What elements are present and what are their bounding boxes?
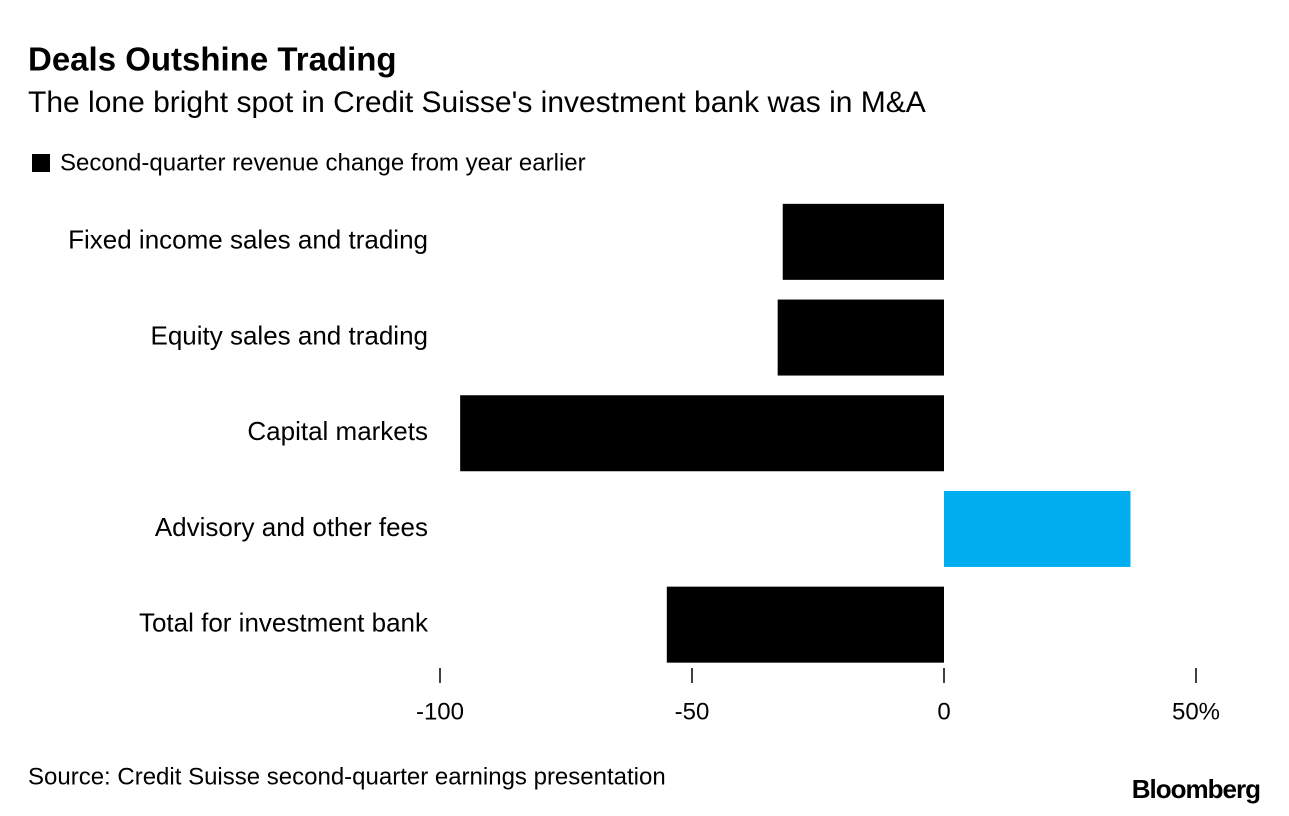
x-tick-label: -100 [416, 698, 464, 725]
x-tick-label: -50 [675, 698, 710, 725]
bar [460, 395, 944, 472]
chart-title: Deals Outshine Trading [28, 41, 397, 78]
legend-swatch [32, 154, 50, 172]
x-tick-label: 50% [1172, 698, 1220, 725]
bar [666, 586, 944, 663]
bar [944, 490, 1131, 567]
chart-subtitle: The lone bright spot in Credit Suisse's … [28, 86, 926, 119]
y-tick-label: Equity sales and trading [150, 320, 428, 350]
legend-label: Second-quarter revenue change from year … [60, 149, 586, 176]
y-tick-label: Advisory and other fees [155, 512, 428, 542]
source: Source: Credit Suisse second-quarter ear… [28, 763, 666, 790]
y-tick-label: Fixed income sales and trading [68, 225, 428, 255]
y-tick-label: Capital markets [247, 416, 428, 446]
y-tick-label: Total for investment bank [139, 608, 429, 638]
bar [782, 203, 944, 280]
bar [777, 299, 944, 376]
brand: Bloomberg [1132, 774, 1260, 804]
x-tick-label: 0 [937, 698, 950, 725]
